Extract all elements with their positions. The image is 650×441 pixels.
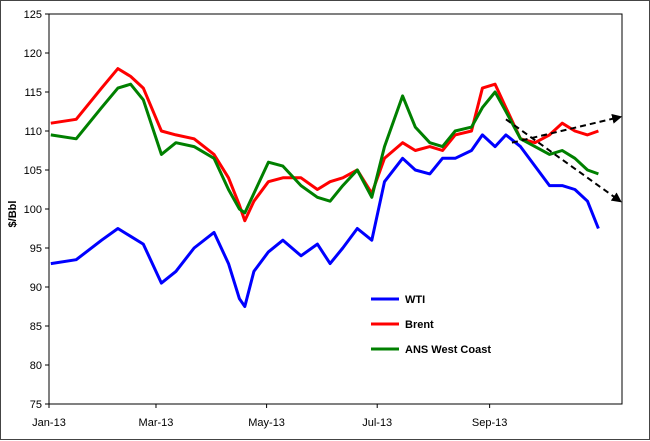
x-tick-label: May-13 [248,417,285,429]
plot-area-border [48,13,623,405]
x-tick-label: Jan-13 [32,417,66,429]
legend: WTI Brent ANS West Coast [371,294,491,356]
y-tick-label: 85 [30,321,42,333]
y-axis-title: $/Bbl [7,201,19,228]
y-tick-label: 115 [24,87,42,99]
series-layer [50,67,600,308]
axes-layer: 75 80 85 90 95 100 105 110 115 120 125 Jan-13 Mar-13… [24,9,623,429]
legend-label-brent: Brent [405,319,434,331]
y-tick-label: 120 [24,48,42,60]
x-tick-label: Mar-13 [139,417,174,429]
y-tick-label: 90 [30,282,42,294]
y-tick-label: 105 [24,165,42,177]
legend-label-wti: WTI [405,294,425,306]
y-tick-label: 110 [24,126,42,138]
x-tick-label: Jul-13 [362,417,392,429]
legend-label-ans-west-coast: ANS West Coast [405,344,491,356]
y-tick-label: 80 [30,360,42,372]
y-tick-label: 100 [24,204,42,216]
trend-arrows [505,113,623,203]
y-tick-label: 75 [30,399,42,411]
series-line-wti [50,133,600,308]
y-tick-label: 125 [24,9,42,21]
series-line-ans-west-coast [50,82,599,215]
trend-arrow-up [511,113,623,144]
x-tick-label: Sep-13 [472,417,507,429]
y-tick-label: 95 [30,243,42,255]
trend-arrow-down [505,118,622,203]
